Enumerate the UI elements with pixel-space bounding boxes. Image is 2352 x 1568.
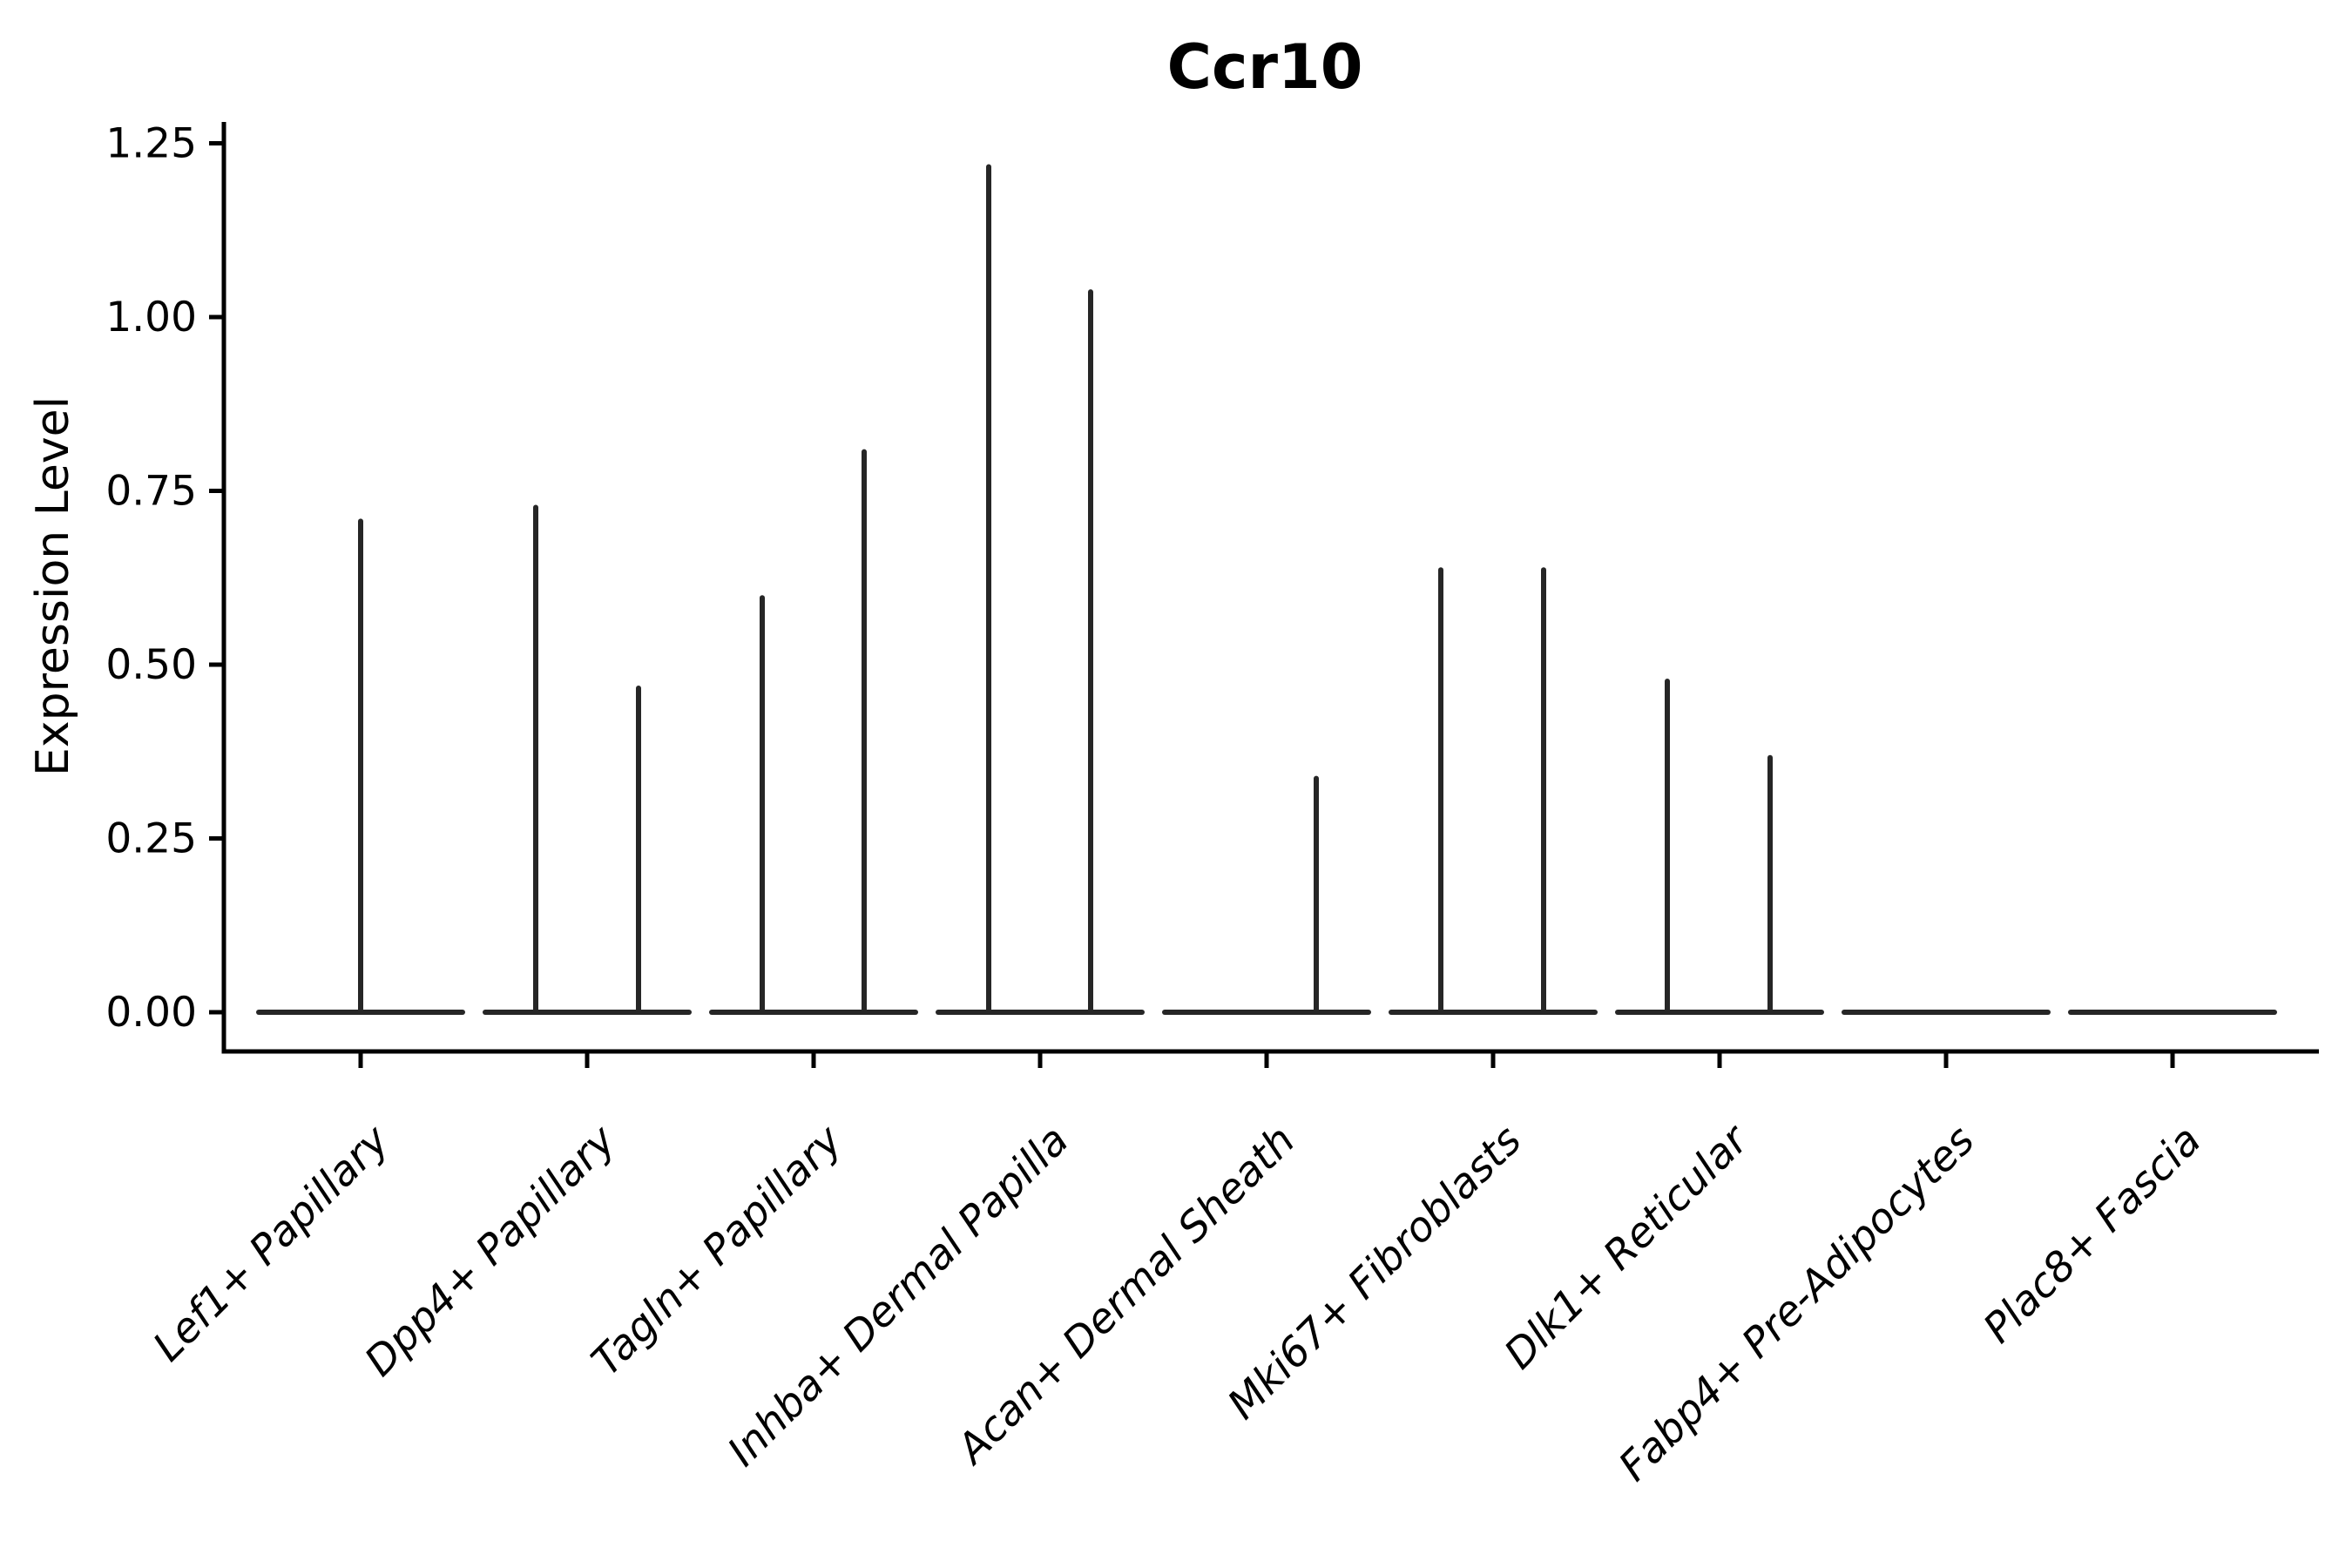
y-tick-label: 0.00 <box>105 989 197 1037</box>
violin-spike <box>1088 289 1093 1016</box>
x-tick-label: Fabp4+ Pre-Adipocytes <box>1610 1117 1984 1490</box>
plot-title: Ccr10 <box>1167 31 1363 103</box>
violin-spike <box>1314 775 1319 1015</box>
violin-spike <box>760 595 765 1015</box>
violin-base <box>1162 1010 1371 1015</box>
x-tick-label: Plac8+ Fascia <box>1974 1117 2210 1353</box>
y-tick-label: 0.50 <box>105 641 197 689</box>
y-axis-ticks: 0.00 0.25 0.50 0.75 1.00 1.25 <box>105 120 225 1037</box>
violin-spike <box>533 504 538 1015</box>
violin-spike <box>1541 567 1546 1015</box>
violin-base <box>1615 1010 1824 1015</box>
violin-spike <box>358 518 363 1015</box>
y-tick-label: 1.00 <box>105 294 197 341</box>
y-tick-label: 0.75 <box>105 468 197 516</box>
violins <box>256 164 2277 1016</box>
violin-spike <box>1665 678 1670 1015</box>
violin-spike <box>986 164 991 1015</box>
y-tick-label: 0.25 <box>105 815 197 863</box>
violin-spike <box>636 685 641 1015</box>
y-axis-title: Expression Level <box>27 396 79 776</box>
x-tick-label: Dlk1+ Reticular <box>1496 1115 1760 1379</box>
violin-spike <box>1438 567 1443 1015</box>
violin-base <box>1389 1010 1598 1015</box>
x-tick-label: Lef1+ Papillary <box>144 1116 399 1371</box>
violin-base <box>1842 1010 2051 1015</box>
violin-spike <box>862 449 867 1015</box>
y-tick-label: 1.25 <box>105 120 197 168</box>
violin-spike <box>1767 754 1773 1015</box>
violin-base <box>483 1010 692 1015</box>
violin-base <box>256 1010 465 1015</box>
x-tick-label: Tagln+ Papillary <box>583 1116 853 1386</box>
violin-base <box>709 1010 918 1015</box>
violin-base <box>936 1010 1145 1015</box>
x-tick-label: Dpp4+ Papillary <box>355 1116 625 1386</box>
violin-base <box>2068 1010 2277 1015</box>
